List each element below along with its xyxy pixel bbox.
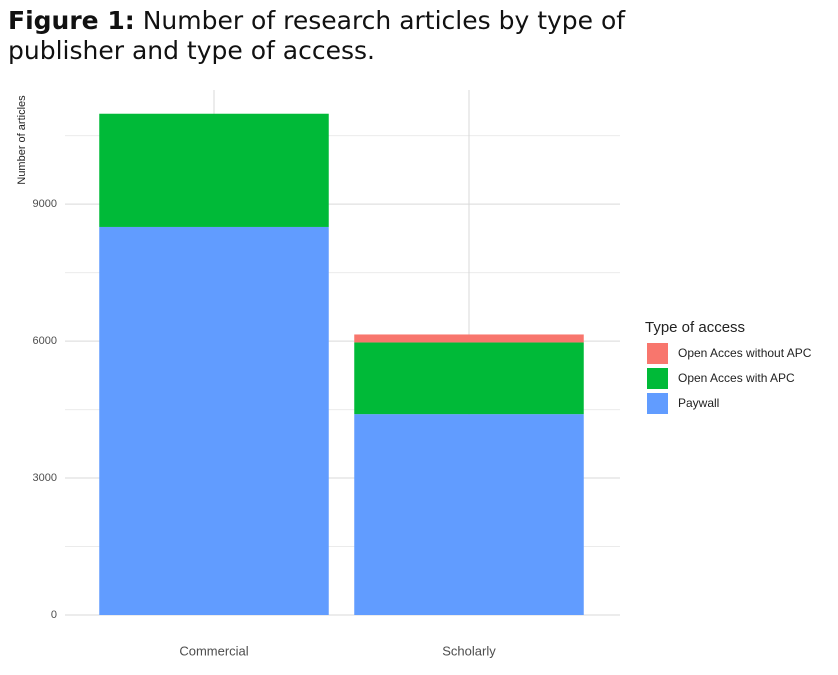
- bar-segment: [354, 414, 584, 615]
- legend-title: Type of access: [645, 319, 745, 336]
- legend-label: Paywall: [678, 396, 719, 410]
- y-axis-label: Number of articles: [16, 95, 28, 185]
- bar-segment: [354, 342, 584, 415]
- legend-key: [647, 343, 668, 364]
- title-block: Figure 1: Number of research articles by…: [8, 6, 708, 66]
- legend-key: [647, 368, 668, 389]
- legend-key: [647, 393, 668, 414]
- legend-label: Open Acces without APC: [678, 346, 812, 360]
- legend-label: Open Acces with APC: [678, 371, 795, 385]
- bar-segment: [99, 226, 329, 615]
- chart-title: Number of research articles by type of p…: [8, 6, 626, 65]
- x-tick-label: Commercial: [179, 643, 248, 658]
- y-tick-label: 3000: [33, 472, 57, 484]
- y-tick-label: 9000: [33, 198, 57, 210]
- figure-label: Figure 1:: [8, 6, 135, 35]
- y-tick-label: 0: [51, 609, 57, 621]
- bar-segment: [354, 334, 584, 343]
- bar-segment: [99, 113, 329, 227]
- x-tick-label: Scholarly: [442, 643, 496, 658]
- y-tick-label: 6000: [33, 335, 57, 347]
